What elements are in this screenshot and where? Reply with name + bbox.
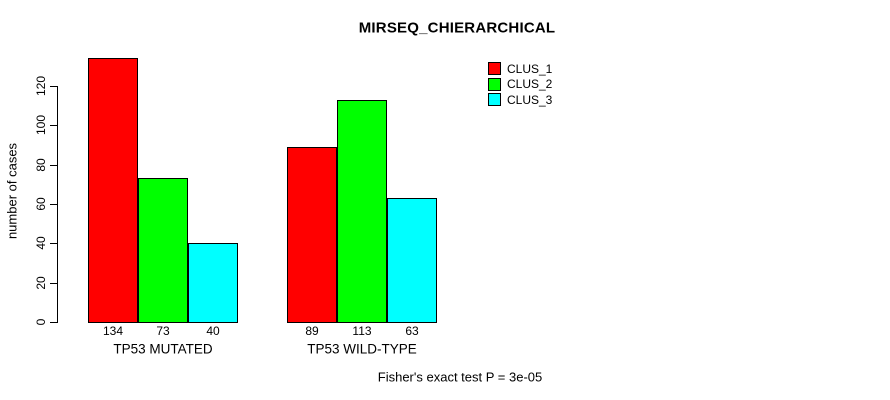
bar-value-label: 73	[156, 324, 170, 338]
legend-item-clus_1: CLUS_1	[488, 61, 553, 76]
legend-swatch-clus_3	[488, 93, 501, 106]
chart-title: MIRSEQ_CHIERARCHICAL	[358, 19, 556, 37]
bar-value-label: 113	[352, 324, 372, 338]
category-label: TP53 WILD-TYPE	[307, 341, 417, 357]
y-axis-title: number of cases	[4, 142, 20, 240]
y-axis-tick-label: 100	[34, 115, 48, 136]
legend-item-clus_2: CLUS_2	[488, 77, 553, 91]
legend-swatch-clus_2	[488, 77, 501, 91]
y-axis-tick-label: 20	[34, 275, 48, 290]
bar-clus_2-2	[337, 99, 387, 323]
y-axis-tick	[50, 322, 58, 323]
bar-clus_2-1	[138, 178, 188, 323]
y-axis-tick-label: 0	[34, 318, 48, 326]
y-axis-tick-label: 120	[34, 75, 48, 97]
legend-label: CLUS_3	[507, 92, 553, 107]
y-axis-tick	[50, 125, 58, 127]
bar-value-label: 134	[102, 324, 124, 338]
y-axis-tick	[50, 243, 58, 245]
bar-clus_3-2	[387, 198, 437, 323]
fisher-test-annotation: Fisher's exact test P = 3e-05	[377, 369, 543, 385]
bar-clus_1-1	[88, 58, 138, 323]
bar-value-label: 89	[305, 324, 319, 338]
category-label: TP53 MUTATED	[113, 341, 213, 357]
legend-label: CLUS_1	[507, 61, 553, 76]
y-axis-tick-label: 40	[34, 236, 48, 251]
bar-clus_3-1	[188, 243, 238, 323]
y-axis-tick	[50, 204, 58, 205]
bar-value-label: 63	[405, 324, 419, 338]
y-axis-tick	[50, 86, 58, 87]
y-axis-tick-label: 80	[34, 157, 48, 172]
y-axis-tick	[50, 164, 58, 166]
y-axis-tick	[50, 282, 58, 284]
bar-clus_1-2	[287, 146, 337, 323]
bar-value-label: 40	[206, 324, 220, 338]
legend-swatch-clus_1	[488, 62, 501, 75]
y-axis-tick-label: 60	[34, 197, 48, 211]
legend-item-clus_3: CLUS_3	[488, 92, 553, 107]
legend-label: CLUS_2	[507, 77, 553, 91]
